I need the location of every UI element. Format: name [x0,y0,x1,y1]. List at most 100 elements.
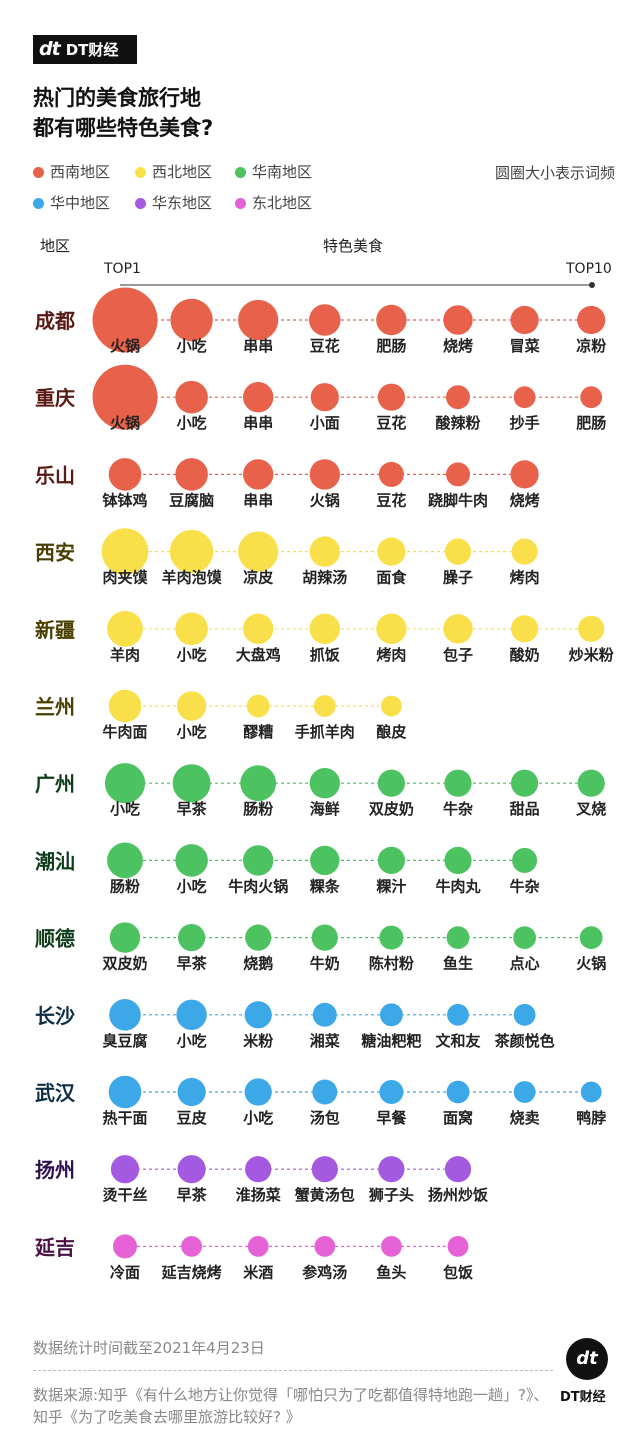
region-column-header: 地区 [40,237,71,255]
legend-label: 华南地区 [252,163,313,181]
food-label: 扬州炒饭 [428,1186,488,1204]
food-bubble [513,386,536,409]
food-bubble [378,461,404,487]
title-line-1: 热门的美食旅行地 [33,86,201,110]
bottom-dt-logo: dt [566,1338,608,1380]
food-label: 蟹黄汤包 [295,1186,355,1204]
food-bubble [379,925,404,950]
food-label: 双皮奶 [369,800,414,818]
food-bubble [109,922,141,953]
food-bubble [446,462,470,487]
legend-label: 西南地区 [50,163,111,181]
food-label: 豆花 [310,337,340,355]
food-bubble [240,765,277,802]
food-label: 面窝 [443,1109,473,1127]
stat-time-note: 数据统计时间截至2021年4月23日 [33,1339,265,1357]
food-label: 汤包 [310,1109,340,1127]
rank-axis-end-dot [589,282,595,288]
food-label: 酸奶 [510,646,540,664]
legend-central: 华中地区 [33,193,110,213]
food-bubble [175,844,208,877]
food-label: 炒米粉 [569,646,614,664]
food-bubble [175,612,208,646]
food-bubble [381,695,402,717]
food-label: 冷面 [110,1263,140,1281]
food-bubble [175,458,208,491]
food-label: 臭豆腐 [102,1032,147,1050]
food-label: 甜品 [510,800,540,818]
food-bubble [379,1080,404,1104]
food-label: 肠粉 [243,800,273,818]
foods-column-header: 特色美食 [323,237,384,255]
food-bubble [181,1236,203,1257]
food-bubble [246,694,270,718]
food-label: 豆花 [376,414,406,432]
food-label: 醪糟 [243,723,273,741]
food-bubble [376,613,407,644]
food-label: 羊肉泡馍 [162,569,222,587]
food-bubble [243,382,274,413]
food-bubble [444,1156,472,1183]
food-bubble [310,383,339,412]
food-label: 钵钵鸡 [101,491,147,509]
food-label: 小吃 [110,800,140,818]
bottom-brand-name: DT财经 [560,1390,606,1405]
food-label: 陈村粉 [369,955,414,973]
food-bubble [314,1236,336,1257]
food-label: 烧卖 [510,1109,540,1127]
food-label: 串串 [243,414,273,432]
food-bubble [92,364,158,430]
food-label: 凉粉 [576,337,606,355]
food-bubble [178,924,206,952]
food-label: 冒菜 [510,337,540,355]
size-note: 圆圈大小表示词频 [494,164,615,182]
food-bubble [101,528,149,575]
food-label: 早餐 [376,1109,407,1127]
food-label: 酸辣粉 [435,414,480,432]
food-label: 小吃 [177,414,207,432]
food-label: 狮子头 [368,1186,414,1204]
legend-dot [135,167,146,178]
city-label: 乐山 [35,463,75,487]
food-label: 海鲜 [310,800,340,818]
legend-dot [235,167,246,178]
food-label: 叉烧 [575,800,606,818]
food-label: 火锅 [110,337,140,355]
food-bubble [443,305,473,335]
food-label: 烤肉 [510,569,540,587]
food-label: 鸭脖 [576,1109,606,1127]
food-bubble [177,1155,206,1184]
food-label: 大盘鸡 [236,646,281,664]
food-bubble [244,1078,272,1106]
food-bubble [377,383,405,411]
food-bubble [447,1003,469,1026]
food-label: 湘菜 [310,1032,340,1050]
food-bubble [580,1081,602,1103]
food-label: 肠粉 [110,877,140,895]
food-label: 牛肉丸 [435,877,481,895]
food-bubble [92,287,158,353]
food-label: 火锅 [576,955,606,973]
food-label: 淮扬菜 [236,1186,281,1204]
food-label: 肥肠 [576,414,606,432]
food-bubble [309,459,340,490]
food-label: 小吃 [177,1032,207,1050]
food-label: 牛肉面 [102,723,147,741]
food-label: 小吃 [177,877,207,895]
food-label: 牛肉火锅 [228,877,288,895]
food-label: 抄手 [510,414,540,432]
food-label: 延吉烧烤 [161,1263,222,1281]
legend-northeast: 东北地区 [235,193,312,213]
food-bubble [377,537,406,566]
food-bubble [380,1003,403,1027]
food-bubble [107,610,143,647]
food-bubble [311,1156,338,1183]
page-title: 热门的美食旅行地 都有哪些特色美食? [33,83,213,143]
food-bubble [309,768,340,799]
food-bubble [175,380,208,414]
food-label: 跷脚牛肉 [428,491,488,509]
food-bubble [511,538,538,565]
food-label: 串串 [243,337,273,355]
city-label: 武汉 [35,1081,76,1105]
